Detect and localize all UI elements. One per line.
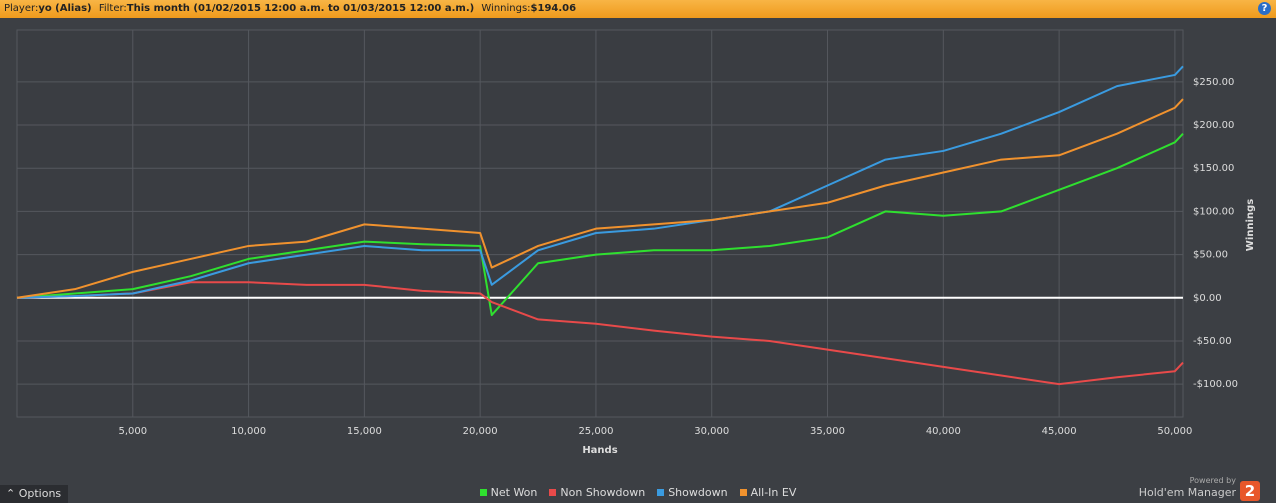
brand: Hold'em Manager — [1138, 486, 1236, 499]
x-tick-label: 5,000 — [118, 426, 147, 437]
y-tick-label: $100.00 — [1193, 206, 1234, 217]
legend-swatch — [657, 489, 665, 496]
x-tick-label: 40,000 — [926, 426, 961, 437]
legend-item[interactable]: All-In EV — [739, 486, 797, 499]
x-tick-label: 35,000 — [810, 426, 845, 437]
x-tick-label: 50,000 — [1157, 426, 1192, 437]
x-axis-title: Hands — [582, 445, 617, 456]
y-tick-label: $0.00 — [1193, 293, 1222, 304]
help-button[interactable]: ? — [1258, 2, 1271, 15]
x-tick-label: 15,000 — [347, 426, 382, 437]
winnings: $194.06 — [530, 3, 577, 14]
y-tick-label: -$50.00 — [1193, 336, 1232, 347]
chart: Hands Winnings -$100.00 -$50.00 $0.00 $50.0… — [16, 29, 1256, 456]
legend: Net Won Non Showdown Showdown All-In EV — [0, 486, 1276, 499]
series-line — [16, 65, 1184, 299]
legend-item[interactable]: Showdown — [657, 486, 728, 499]
legend-swatch — [479, 489, 487, 496]
player-label: Player: — [4, 3, 39, 14]
header-bar: Player:yo (Alias) Filter:This month (01/… — [0, 0, 1276, 18]
x-tick-label: 20,000 — [463, 426, 498, 437]
x-tick-label: 25,000 — [578, 426, 613, 437]
filter-label: Filter: — [98, 3, 127, 14]
brand-logo: 2 — [1240, 481, 1260, 501]
y-tick-label: -$100.00 — [1193, 379, 1238, 390]
series-line — [16, 132, 1184, 317]
legend-label: Showdown — [668, 486, 728, 499]
legend-swatch — [549, 489, 557, 496]
legend-label: Net Won — [490, 486, 538, 499]
legend-label: All-In EV — [750, 486, 797, 499]
x-tick-label: 10,000 — [231, 426, 266, 437]
y-axis-title: Winnings — [1245, 199, 1256, 251]
x-tick-label: 30,000 — [694, 426, 729, 437]
legend-label: Non Showdown — [560, 486, 646, 499]
legend-swatch — [739, 489, 747, 496]
y-tick-label: $150.00 — [1193, 163, 1234, 174]
y-tick-label: $250.00 — [1193, 77, 1234, 88]
winnings-label: Winnings: — [481, 3, 531, 14]
y-tick-label: $50.00 — [1193, 250, 1228, 261]
player: yo (Alias) — [38, 3, 92, 14]
powered-by: Powered by — [1189, 476, 1236, 485]
series-line — [16, 98, 1184, 299]
y-tick-label: $200.00 — [1193, 120, 1234, 131]
x-tick-label: 45,000 — [1042, 426, 1077, 437]
filter: This month (01/02/2015 12:00 a.m. to 01/… — [126, 3, 475, 14]
legend-item[interactable]: Non Showdown — [549, 486, 645, 499]
legend-item[interactable]: Net Won — [479, 486, 538, 499]
options-button[interactable]: ⌃ Options — [0, 485, 68, 503]
options-label: Options — [18, 487, 62, 500]
series-line — [16, 281, 1184, 386]
plot-area — [16, 29, 1184, 418]
